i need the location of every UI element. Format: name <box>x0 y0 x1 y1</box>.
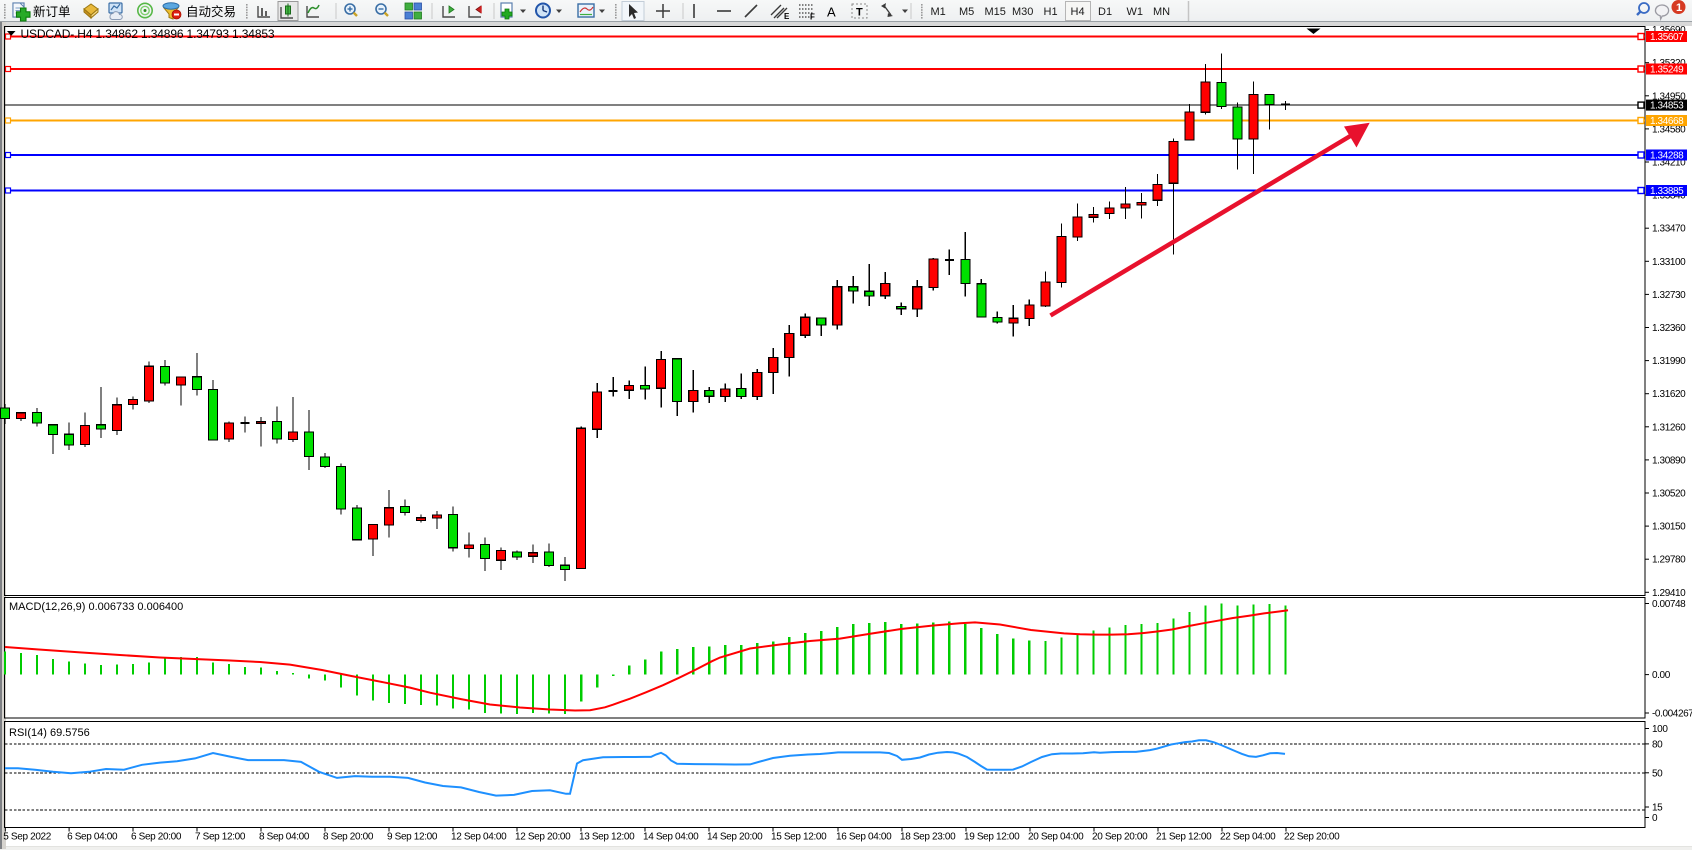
svg-text:1.34210: 1.34210 <box>1652 158 1686 169</box>
svg-text:15: 15 <box>1652 803 1663 814</box>
svg-text:22 Sep 04:00: 22 Sep 04:00 <box>1220 832 1276 843</box>
svg-text:RSI(14) 69.5756: RSI(14) 69.5756 <box>9 727 90 739</box>
svg-text:19 Sep 12:00: 19 Sep 12:00 <box>964 832 1020 843</box>
svg-text:100: 100 <box>1652 724 1668 735</box>
svg-text:E: E <box>784 12 790 21</box>
svg-text:W1: W1 <box>1127 6 1144 18</box>
svg-text:M5: M5 <box>959 6 974 18</box>
svg-text:MN: MN <box>1153 6 1170 18</box>
svg-text:8 Sep 20:00: 8 Sep 20:00 <box>323 832 374 843</box>
svg-text:1.34668: 1.34668 <box>1650 116 1684 127</box>
svg-text:1.31620: 1.31620 <box>1652 389 1686 400</box>
svg-text:1.30150: 1.30150 <box>1652 522 1686 533</box>
svg-text:22 Sep 20:00: 22 Sep 20:00 <box>1284 832 1340 843</box>
svg-text:1.33470: 1.33470 <box>1652 224 1686 235</box>
svg-text:-0.004267: -0.004267 <box>1652 709 1692 720</box>
svg-text:新订单: 新订单 <box>33 4 71 19</box>
svg-text:0.00: 0.00 <box>1652 670 1671 681</box>
svg-text:1.31990: 1.31990 <box>1652 356 1686 367</box>
svg-text:16 Sep 04:00: 16 Sep 04:00 <box>836 832 892 843</box>
svg-text:7 Sep 12:00: 7 Sep 12:00 <box>195 832 246 843</box>
svg-text:1.32730: 1.32730 <box>1652 290 1686 301</box>
svg-text:M15: M15 <box>985 6 1006 18</box>
svg-text:T: T <box>856 7 863 19</box>
svg-text:M1: M1 <box>931 6 946 18</box>
svg-text:1.31260: 1.31260 <box>1652 422 1686 433</box>
svg-text:1: 1 <box>1676 2 1682 14</box>
svg-text:1.34950: 1.34950 <box>1652 91 1686 102</box>
svg-text:A: A <box>827 5 836 20</box>
svg-text:1.32360: 1.32360 <box>1652 323 1686 334</box>
svg-text:D1: D1 <box>1098 6 1112 18</box>
svg-text:14 Sep 20:00: 14 Sep 20:00 <box>707 832 763 843</box>
svg-text:9 Sep 12:00: 9 Sep 12:00 <box>387 832 438 843</box>
svg-text:18 Sep 23:00: 18 Sep 23:00 <box>900 832 956 843</box>
svg-text:20 Sep 04:00: 20 Sep 04:00 <box>1028 832 1084 843</box>
svg-text:21 Sep 12:00: 21 Sep 12:00 <box>1156 832 1212 843</box>
svg-text:H4: H4 <box>1071 6 1085 18</box>
svg-text:20 Sep 20:00: 20 Sep 20:00 <box>1092 832 1148 843</box>
svg-text:12 Sep 04:00: 12 Sep 04:00 <box>451 832 507 843</box>
svg-text:1.29780: 1.29780 <box>1652 555 1686 566</box>
svg-text:0: 0 <box>1652 813 1658 824</box>
svg-text:8 Sep 04:00: 8 Sep 04:00 <box>259 832 310 843</box>
svg-text:80: 80 <box>1652 739 1663 750</box>
svg-text:1.29410: 1.29410 <box>1652 588 1686 599</box>
svg-text:USDCAD-.H4 1.34862 1.34896 1.: USDCAD-.H4 1.34862 1.34896 1.34793 1.348… <box>21 27 275 41</box>
svg-text:6 Sep 04:00: 6 Sep 04:00 <box>67 832 118 843</box>
svg-text:M30: M30 <box>1012 6 1033 18</box>
svg-text:0.00748: 0.00748 <box>1652 599 1686 610</box>
svg-text:1.35607: 1.35607 <box>1650 32 1684 43</box>
svg-text:H1: H1 <box>1044 6 1058 18</box>
svg-text:MACD(12,26,9) 0.006733 0.00640: MACD(12,26,9) 0.006733 0.006400 <box>9 601 183 613</box>
svg-text:1.35690: 1.35690 <box>1652 25 1686 36</box>
svg-text:1.33885: 1.33885 <box>1650 186 1684 197</box>
svg-text:1.34853: 1.34853 <box>1650 101 1684 112</box>
svg-text:1.34580: 1.34580 <box>1652 124 1686 135</box>
svg-text:1.34288: 1.34288 <box>1650 151 1684 162</box>
svg-text:1.33840: 1.33840 <box>1652 191 1686 202</box>
svg-text:50: 50 <box>1652 768 1663 779</box>
svg-text:15 Sep 12:00: 15 Sep 12:00 <box>771 832 827 843</box>
svg-text:1.30890: 1.30890 <box>1652 455 1686 466</box>
svg-text:F: F <box>810 13 815 22</box>
svg-text:13 Sep 12:00: 13 Sep 12:00 <box>579 832 635 843</box>
svg-text:1.30520: 1.30520 <box>1652 489 1686 500</box>
svg-text:6 Sep 20:00: 6 Sep 20:00 <box>131 832 182 843</box>
svg-text:自动交易: 自动交易 <box>186 4 236 19</box>
svg-text:14 Sep 04:00: 14 Sep 04:00 <box>643 832 699 843</box>
svg-text:12 Sep 20:00: 12 Sep 20:00 <box>515 832 571 843</box>
svg-text:1.33100: 1.33100 <box>1652 257 1686 268</box>
svg-text:5 Sep 2022: 5 Sep 2022 <box>3 832 51 843</box>
svg-text:1.35249: 1.35249 <box>1650 65 1684 76</box>
